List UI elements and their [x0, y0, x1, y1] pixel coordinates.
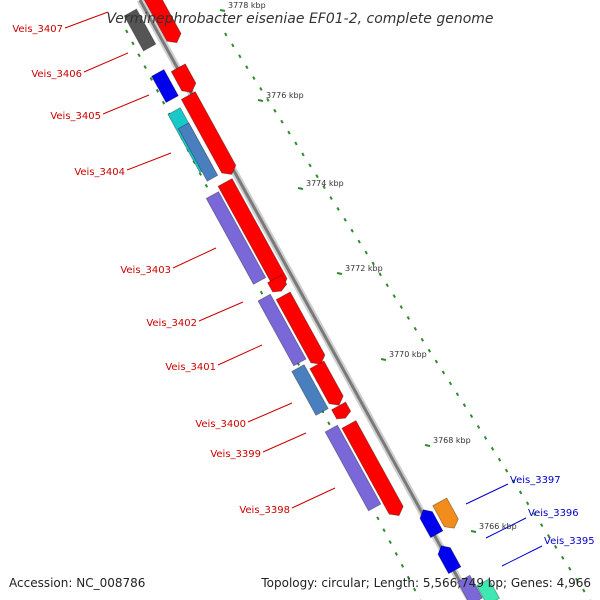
reverse-cds-block	[291, 364, 329, 416]
major-tick	[257, 99, 264, 102]
forward-cds-arrow	[309, 360, 344, 406]
reverse-cds-block	[419, 509, 444, 539]
gene-label[interactable]: Veis_3406	[31, 69, 82, 80]
gene-label-connector	[262, 432, 307, 453]
gene-label[interactable]: Veis_3403	[120, 265, 171, 276]
major-tick	[336, 272, 343, 275]
reverse-cds-block	[437, 545, 462, 575]
gene-label-connector	[291, 487, 336, 509]
gene-label-connector	[501, 545, 543, 567]
gene-label-connectors	[64, 11, 543, 567]
reverse-cds-block	[177, 122, 219, 182]
reverse-cds-block	[205, 191, 267, 285]
tick-marks: 3778 kbp 3776 kbp 3774 kbp 3772 kbp 3770 kbp…	[125, 1, 592, 600]
tick-label: 3766 kbp	[479, 522, 517, 531]
gene-label[interactable]: Veis_3395	[544, 536, 595, 547]
forward-cds-arrow	[341, 420, 404, 517]
gene-label[interactable]: Veis_3396	[528, 508, 579, 519]
forward-cds-arrow	[275, 291, 326, 365]
gene-label-connector	[102, 94, 150, 115]
tick-label: 3774 kbp	[306, 179, 344, 188]
reverse-cds-block	[457, 574, 483, 600]
accession-text: Accession: NC_008786	[9, 576, 146, 590]
gene-labels: Veis_3407 Veis_3406 Veis_3405 Veis_3404 Veis…	[12, 24, 594, 547]
gene-label-connector	[83, 52, 129, 73]
forward-cds-arrow	[180, 91, 237, 175]
forward-cds-arrow	[170, 63, 197, 93]
tick-label: 3768 kbp	[433, 436, 471, 445]
gene-label-connector	[126, 152, 172, 171]
forward-cds-arrow	[135, 0, 182, 44]
reverse-cds-block	[123, 8, 157, 52]
map-title: Verminephrobacter eiseniae EF01-2, compl…	[106, 11, 493, 27]
outer-tick-dots	[224, 32, 592, 600]
gene-label[interactable]: Veis_3404	[74, 167, 125, 178]
gene-label-connector	[172, 247, 217, 269]
reverse-cds-block	[324, 424, 382, 512]
gene-label[interactable]: Veis_3400	[195, 419, 246, 430]
tick-label: 3772 kbp	[345, 264, 383, 273]
gene-label[interactable]: Veis_3399	[210, 449, 261, 460]
gene-label[interactable]: Veis_3401	[165, 362, 216, 373]
forward-cds-arrow	[432, 497, 459, 529]
gene-label[interactable]: Veis_3407	[12, 24, 63, 35]
gene-label-connector	[64, 11, 109, 29]
forward-cds-arrow	[331, 401, 352, 420]
major-tick	[470, 530, 477, 533]
gene-label-connector	[198, 301, 244, 322]
gene-label[interactable]: Veis_3402	[146, 318, 197, 329]
tick-label: 3776 kbp	[266, 91, 304, 100]
gene-label-connector	[485, 517, 527, 539]
tick-label: 3778 kbp	[228, 1, 266, 10]
gene-label[interactable]: Veis_3398	[239, 505, 290, 516]
gene-label[interactable]: Veis_3405	[50, 111, 101, 122]
major-tick	[380, 358, 387, 361]
gene-label[interactable]: Veis_3397	[510, 475, 561, 486]
gene-features	[123, 0, 500, 600]
tick-label: 3770 kbp	[389, 350, 427, 359]
genome-summary-text: Topology: circular; Length: 5,566,749 bp…	[261, 576, 591, 590]
reverse-cds-block	[257, 293, 307, 367]
major-tick	[424, 444, 431, 447]
forward-cds-arrow	[267, 274, 288, 293]
major-tick	[297, 187, 304, 190]
gene-label-connector	[247, 402, 293, 423]
gene-label-connector	[217, 344, 263, 366]
major-tick	[219, 9, 226, 12]
reverse-cds-block	[151, 68, 179, 104]
reverse-cds-block	[476, 578, 500, 600]
gene-label-connector	[465, 483, 509, 505]
